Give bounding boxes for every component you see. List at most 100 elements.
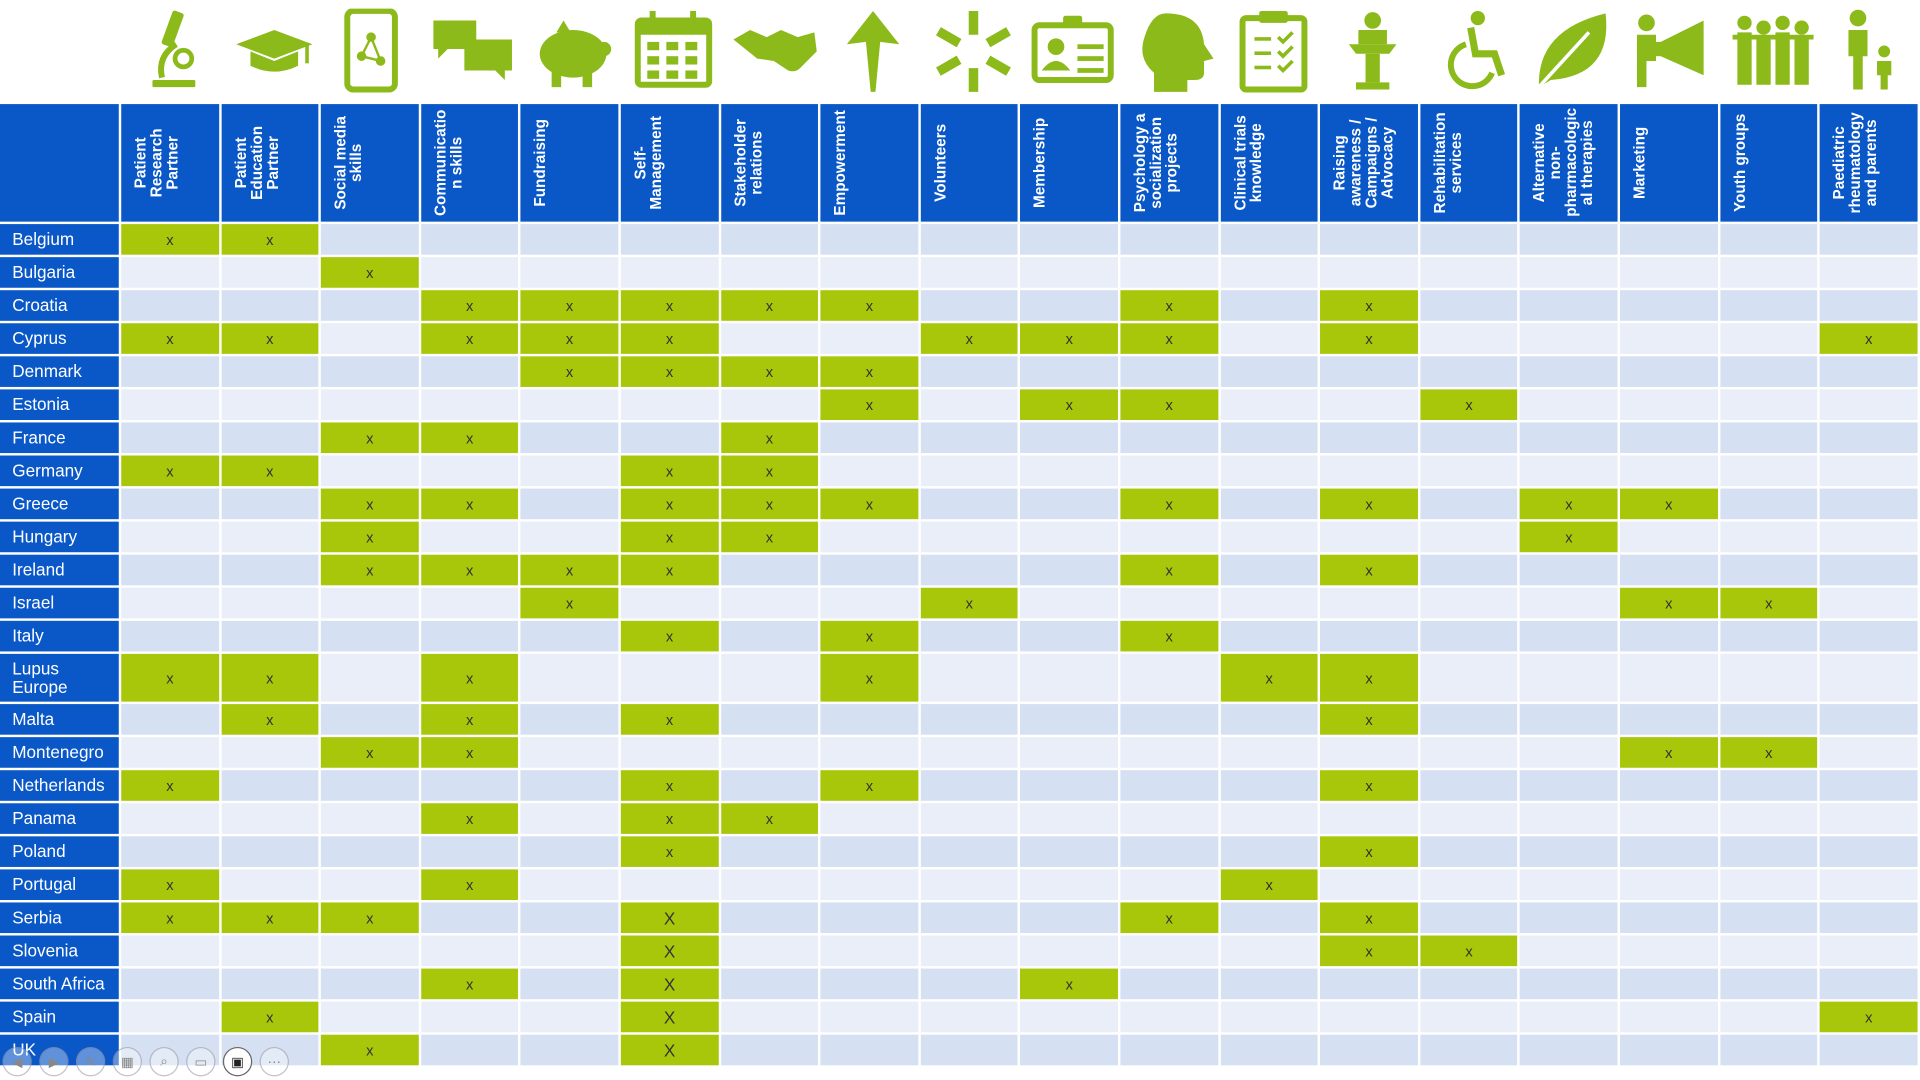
zoom-icon[interactable]: ⌕ xyxy=(149,1046,179,1077)
table-cell: x xyxy=(321,521,419,553)
table-cell: x xyxy=(420,290,519,321)
table-cell: x xyxy=(221,455,319,487)
table-cell xyxy=(820,902,919,934)
table-cell xyxy=(1420,356,1518,387)
table-cell xyxy=(820,455,919,487)
table-cell: x xyxy=(620,704,719,735)
table-cell xyxy=(1220,620,1318,652)
table-cell xyxy=(1420,902,1518,934)
table-cell: x xyxy=(1320,836,1418,867)
table-cell: x xyxy=(1020,323,1119,354)
table-cell xyxy=(221,488,319,520)
table-cell xyxy=(321,455,419,487)
table-cell xyxy=(1520,770,1618,801)
table-cell xyxy=(1520,422,1618,454)
table-cell xyxy=(1320,1034,1418,1066)
column-header: Rehabilitation services xyxy=(1420,104,1518,222)
country-label: Montenegro xyxy=(0,737,119,768)
table-cell: x xyxy=(1720,737,1818,768)
table-cell xyxy=(620,653,719,702)
table-cell xyxy=(1420,422,1518,454)
table-cell xyxy=(1520,1001,1618,1033)
slides-overview-icon[interactable]: ▦ xyxy=(112,1046,143,1077)
table-cell xyxy=(1420,257,1518,288)
table-cell xyxy=(1220,422,1318,454)
table-cell xyxy=(1320,968,1418,1000)
table-cell xyxy=(1620,389,1718,421)
subtitles-icon[interactable]: ▭ xyxy=(186,1046,216,1077)
table-cell xyxy=(1420,770,1518,801)
table-cell xyxy=(1220,356,1318,387)
table-cell xyxy=(1020,620,1119,652)
table-cell xyxy=(1220,737,1318,768)
table-row: France x x x xyxy=(0,422,1918,454)
previous-slide-icon[interactable]: ◀ xyxy=(2,1046,32,1077)
table-cell xyxy=(1320,620,1418,652)
table-cell xyxy=(1120,770,1218,801)
more-options-icon[interactable]: ⋯ xyxy=(259,1046,289,1077)
camera-icon[interactable]: ▣ xyxy=(222,1046,253,1077)
table-cell xyxy=(1720,422,1818,454)
pen-icon[interactable]: ✎ xyxy=(75,1046,106,1077)
column-header: Stakeholder relations xyxy=(720,104,819,222)
table-row: Estonia x x x x xyxy=(0,389,1918,421)
table-cell xyxy=(1819,737,1918,768)
table-cell xyxy=(520,620,619,652)
table-cell: x xyxy=(1620,488,1718,520)
table-cell xyxy=(720,836,819,867)
table-row: Cyprus x x x x x x x x x x xyxy=(0,323,1918,354)
table-cell: x xyxy=(1120,290,1218,321)
table-cell xyxy=(1320,389,1418,421)
table-cell xyxy=(1020,488,1119,520)
table-cell: x xyxy=(420,737,519,768)
table-cell xyxy=(121,1001,219,1033)
table-cell xyxy=(920,737,1019,768)
table-cell xyxy=(1819,224,1918,255)
table-cell xyxy=(920,653,1019,702)
table-row: Netherlands x x x x xyxy=(0,770,1918,801)
table-cell xyxy=(920,869,1019,901)
table-cell xyxy=(1520,224,1618,255)
table-cell xyxy=(1220,704,1318,735)
table-cell xyxy=(1020,290,1119,321)
table-cell xyxy=(820,968,919,1000)
table-cell xyxy=(520,968,619,1000)
table-cell xyxy=(920,356,1019,387)
table-cell: x xyxy=(420,323,519,354)
table-cell xyxy=(1819,257,1918,288)
country-label: Panama xyxy=(0,803,119,834)
column-header-label: Rehabilitation services xyxy=(1431,112,1465,214)
table-cell xyxy=(1520,290,1618,321)
table-cell xyxy=(720,737,819,768)
table-cell: x xyxy=(1620,587,1718,619)
table-cell xyxy=(221,836,319,867)
country-label: Denmark xyxy=(0,356,119,387)
table-cell xyxy=(1220,902,1318,934)
table-cell xyxy=(1420,554,1518,586)
table-cell: x xyxy=(121,224,219,255)
table-cell: x xyxy=(420,704,519,735)
table-cell: x xyxy=(620,323,719,354)
table-cell xyxy=(1520,902,1618,934)
table-cell xyxy=(1320,803,1418,834)
next-slide-icon[interactable]: ▶ xyxy=(39,1046,69,1077)
table-cell xyxy=(920,770,1019,801)
table-cell xyxy=(1720,653,1818,702)
table-cell xyxy=(420,389,519,421)
table-cell xyxy=(920,704,1019,735)
table-cell xyxy=(1120,587,1218,619)
country-label: Slovenia xyxy=(0,935,119,967)
table-cell xyxy=(1520,620,1618,652)
table-cell: x xyxy=(321,554,419,586)
table-cell xyxy=(321,290,419,321)
table-cell xyxy=(1520,323,1618,354)
table-cell xyxy=(920,836,1019,867)
table-cell xyxy=(1420,803,1518,834)
column-header-row: Patient Research Partner Patient Educatio… xyxy=(0,104,1918,222)
column-header: Paediatric rheumatology and parents xyxy=(1819,104,1918,222)
table-cell xyxy=(1020,422,1119,454)
table-cell xyxy=(1220,488,1318,520)
table-cell xyxy=(520,488,619,520)
table-cell xyxy=(221,620,319,652)
